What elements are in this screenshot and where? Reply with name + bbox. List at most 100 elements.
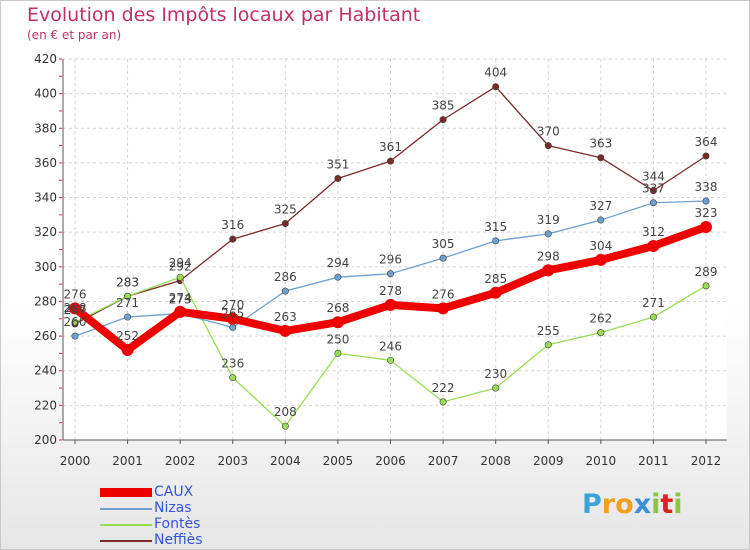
x-tick-label: 2010 [586,454,617,468]
data-point [124,313,132,321]
data-label: 276 [432,287,455,301]
data-point [279,324,292,337]
data-label: 276 [64,287,87,301]
data-point [281,287,289,295]
data-label: 236 [221,357,244,371]
data-label: 273 [169,293,192,307]
data-label: 312 [642,225,665,239]
data-point [386,356,394,364]
data-label: 260 [64,315,87,329]
data-point [597,216,605,224]
data-point [176,273,184,281]
data-label: 255 [537,324,560,338]
data-label: 316 [221,218,244,232]
x-tick-label: 2007 [428,454,459,468]
x-tick-label: 2004 [270,454,301,468]
data-point [334,174,342,182]
logo-letter: o [615,489,634,520]
data-point [702,282,710,290]
data-point [542,264,555,277]
data-point [700,220,712,233]
data-label: 286 [274,270,297,284]
data-label: 250 [326,332,349,346]
data-label: 271 [116,296,139,310]
y-tick-label: 320 [34,225,57,239]
data-point [71,318,79,326]
data-point [702,197,710,205]
data-point [647,240,660,253]
data-point [281,422,289,430]
logo-letter: r [601,489,616,520]
legend-swatch [100,488,152,497]
data-label: 283 [116,275,139,289]
data-label: 283 [116,275,139,289]
y-tick-label: 240 [34,364,57,378]
data-label: 294 [326,256,349,270]
data-point [649,187,657,195]
data-label: 270 [221,298,244,312]
data-label: 363 [589,137,612,151]
legend-label: Fontès [154,516,201,532]
data-point [229,323,237,331]
logo-letter: t [660,489,674,520]
data-label: 296 [379,253,402,267]
data-label: 304 [589,239,612,253]
data-point [597,154,605,162]
data-label: 361 [379,140,402,154]
data-label: 262 [589,312,612,326]
data-label: 268 [326,301,349,315]
y-tick-label: 220 [34,398,57,412]
data-label: 222 [432,381,455,395]
data-label: 271 [642,296,665,310]
data-label: 265 [221,306,244,320]
legend-label: Nizas [154,500,192,516]
x-tick-label: 2000 [60,454,91,468]
data-point [121,343,134,356]
data-point [331,316,344,329]
data-point [386,157,394,165]
x-tick-label: 2003 [217,454,248,468]
data-point [439,116,447,124]
legend-swatch [100,540,152,542]
data-point [334,273,342,281]
y-tick-label: 360 [34,156,57,170]
x-tick-label: 2002 [165,454,196,468]
x-tick-label: 2012 [691,454,722,468]
x-tick-label: 2005 [323,454,354,468]
y-tick-label: 400 [34,87,57,101]
data-point [174,305,187,318]
data-point [71,332,79,340]
data-point [439,254,447,262]
y-tick-label: 340 [34,191,57,205]
data-point [492,384,500,392]
data-point [386,270,394,278]
data-point [226,312,239,325]
data-label: 323 [695,206,718,220]
y-tick-label: 260 [34,329,57,343]
data-label: 325 [274,203,297,217]
data-point [492,237,500,245]
legend-label: Neffiès [154,532,203,548]
data-label: 338 [695,180,718,194]
data-label: 263 [274,310,297,324]
data-label: 246 [379,339,402,353]
legend-label: CAUX [154,484,194,500]
data-point [597,329,605,337]
logo-letter: P [582,489,602,520]
data-label: 285 [484,272,507,286]
chart-title: Evolution des Impôts locaux par Habitant [27,4,421,26]
data-label: 364 [695,135,718,149]
logo-letter: i [673,489,683,520]
data-label: 327 [589,199,612,213]
y-tick-label: 280 [34,294,57,308]
data-label: 351 [326,157,349,171]
data-point [384,298,397,311]
logo-letter: x [633,489,652,520]
data-label: 305 [432,237,455,251]
data-point [649,313,657,321]
data-label: 337 [642,182,665,196]
data-label: 267 [64,303,87,317]
data-point [489,286,502,299]
data-point [439,398,447,406]
